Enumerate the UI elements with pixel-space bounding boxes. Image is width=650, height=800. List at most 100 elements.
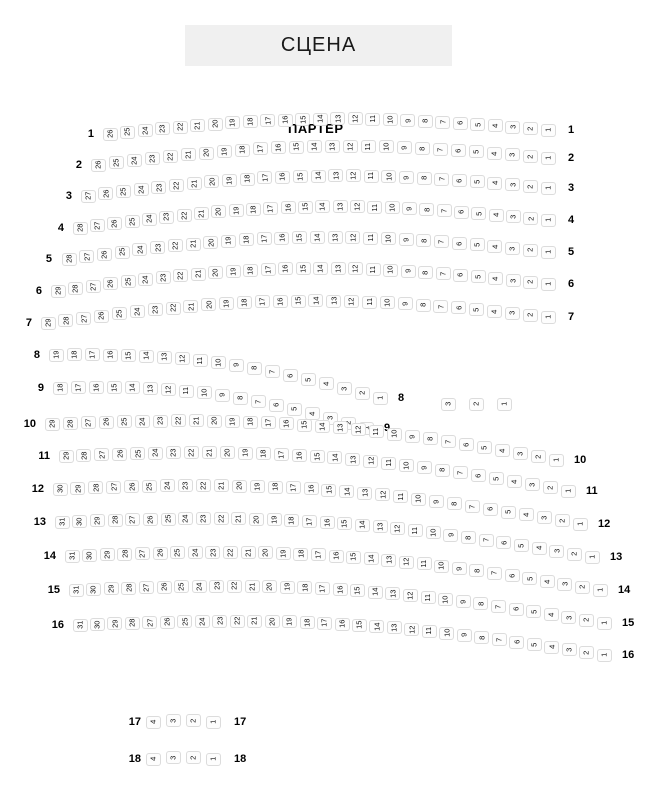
seat[interactable]: 26 — [159, 615, 175, 629]
seat[interactable]: 7 — [434, 235, 450, 249]
seat[interactable]: 3 — [505, 273, 521, 287]
seat[interactable]: 1 — [540, 245, 556, 259]
seat[interactable]: 26 — [90, 158, 106, 172]
seat[interactable]: 6 — [451, 236, 467, 250]
seat[interactable]: 4 — [494, 444, 510, 458]
seat[interactable]: 3 — [505, 178, 521, 192]
seat[interactable]: 23 — [178, 479, 194, 493]
seat[interactable]: 8 — [422, 432, 438, 446]
seat[interactable]: 8 — [416, 234, 432, 248]
seat[interactable]: 12 — [390, 522, 406, 536]
seat[interactable]: 16 — [332, 583, 348, 596]
seat[interactable]: 5 — [513, 538, 529, 552]
seat[interactable]: 13 — [328, 169, 344, 183]
seat[interactable]: 5 — [526, 637, 542, 651]
seat[interactable]: 18 — [245, 202, 261, 216]
seat[interactable]: 19 — [225, 116, 241, 130]
seat[interactable]: 6 — [482, 502, 498, 516]
seat[interactable]: 16 — [278, 417, 294, 431]
seat[interactable]: 20 — [264, 614, 280, 628]
seat[interactable]: 15 — [296, 418, 312, 432]
seat[interactable]: 10 — [210, 356, 226, 369]
seat[interactable]: 13 — [324, 139, 340, 153]
seat[interactable]: 25 — [114, 245, 130, 259]
seat[interactable]: 6 — [451, 301, 467, 315]
seat[interactable]: 8 — [473, 597, 489, 611]
seat[interactable]: 31 — [68, 583, 84, 597]
seat[interactable]: 16 — [274, 231, 290, 245]
seat[interactable]: 2 — [523, 211, 539, 225]
seat[interactable]: 20 — [231, 479, 247, 493]
seat[interactable]: 6 — [453, 205, 469, 219]
seat[interactable]: 7 — [435, 267, 451, 281]
seat[interactable]: 4 — [488, 271, 503, 285]
seat[interactable]: 12 — [350, 423, 366, 437]
seat[interactable]: 5 — [470, 117, 486, 131]
seat[interactable]: 22 — [213, 512, 229, 526]
seat[interactable]: 19 — [216, 144, 232, 158]
seat[interactable]: 14 — [138, 349, 154, 363]
seat[interactable]: 2 — [530, 450, 546, 464]
seat[interactable]: 7 — [464, 499, 480, 513]
seat[interactable]: 29 — [50, 284, 66, 298]
seat[interactable]: 15 — [295, 262, 311, 275]
seat[interactable]: 1 — [548, 453, 564, 467]
seat[interactable]: 26 — [96, 247, 112, 261]
seat[interactable]: 4 — [543, 607, 559, 621]
seat[interactable]: 2 — [579, 645, 595, 659]
seat[interactable]: 28 — [117, 547, 133, 561]
seat[interactable]: 12 — [375, 488, 391, 502]
seat[interactable]: 12 — [348, 262, 363, 276]
seat[interactable]: 18 — [52, 381, 68, 395]
seat[interactable]: 20 — [204, 175, 220, 189]
seat[interactable]: 14 — [306, 140, 322, 154]
seat[interactable]: 5 — [471, 207, 487, 221]
seat[interactable]: 13 — [327, 230, 343, 244]
seat[interactable]: 12 — [402, 588, 418, 602]
seat[interactable]: 16 — [303, 482, 319, 496]
seat[interactable]: 22 — [195, 479, 211, 493]
seat[interactable]: 9 — [429, 494, 445, 508]
seat[interactable]: 17 — [254, 295, 270, 309]
seat[interactable]: 19 — [222, 173, 238, 187]
seat[interactable]: 5 — [468, 145, 484, 159]
seat[interactable]: 12 — [342, 139, 358, 153]
seat[interactable]: 25 — [142, 479, 158, 493]
seat[interactable]: 14 — [354, 518, 370, 532]
seat[interactable]: 28 — [124, 616, 140, 630]
seat[interactable]: 11 — [363, 169, 379, 183]
seat[interactable]: 27 — [85, 279, 101, 293]
seat[interactable]: 3 — [165, 713, 181, 727]
seat[interactable]: 24 — [194, 614, 210, 628]
seat[interactable]: 25 — [160, 512, 176, 526]
seat[interactable]: 3 — [504, 306, 520, 320]
seat[interactable]: 4 — [145, 752, 161, 766]
seat[interactable]: 14 — [367, 585, 383, 599]
seat[interactable]: 18 — [243, 263, 258, 277]
seat[interactable]: 26 — [156, 580, 172, 594]
seat[interactable]: 2 — [578, 613, 594, 627]
seat[interactable]: 11 — [365, 262, 381, 276]
seat[interactable]: 29 — [44, 417, 60, 431]
seat[interactable]: 31 — [54, 515, 70, 529]
seat[interactable]: 14 — [313, 261, 328, 275]
seat[interactable]: 25 — [170, 546, 186, 560]
seat[interactable]: 24 — [132, 243, 148, 257]
seat[interactable]: 15 — [295, 112, 311, 126]
seat[interactable]: 24 — [187, 546, 203, 560]
seat[interactable]: 21 — [185, 237, 201, 251]
seat[interactable]: 9 — [443, 528, 459, 542]
seat[interactable]: 14 — [310, 169, 326, 183]
seat[interactable]: 30 — [52, 482, 68, 496]
seat[interactable]: 10 — [383, 263, 398, 277]
seat[interactable]: 25 — [120, 275, 136, 289]
seat[interactable]: 20 — [198, 146, 214, 160]
seat[interactable]: 18 — [299, 615, 315, 629]
seat[interactable]: 9 — [455, 595, 471, 609]
seat[interactable]: 27 — [80, 416, 96, 430]
seat[interactable]: 6 — [470, 469, 486, 483]
seat[interactable]: 9 — [396, 141, 412, 155]
seat[interactable]: 8 — [416, 171, 432, 185]
seat[interactable]: 16 — [280, 201, 296, 215]
seat[interactable]: 25 — [111, 307, 127, 321]
